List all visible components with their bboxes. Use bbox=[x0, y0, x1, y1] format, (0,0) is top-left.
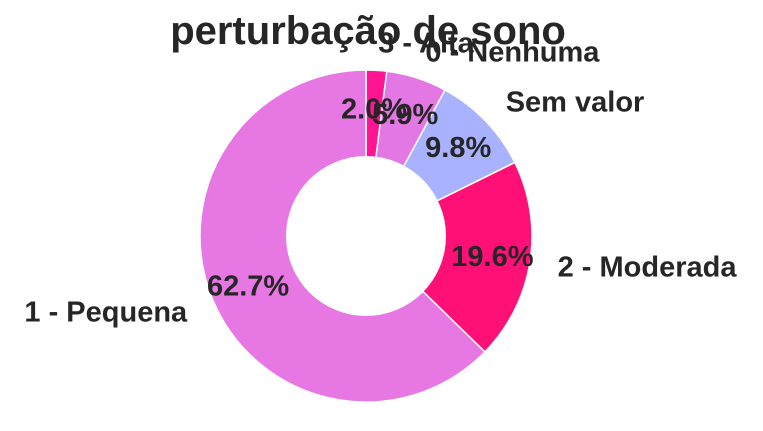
pct-label-4: 62.7% bbox=[207, 271, 289, 303]
pct-label-1: 5.9% bbox=[372, 99, 438, 131]
category-label-0: 3 - Alta bbox=[378, 27, 474, 59]
category-label-4: 1 - Pequena bbox=[24, 296, 188, 328]
pct-label-3: 19.6% bbox=[451, 241, 533, 273]
pct-label-0: 2.0% bbox=[341, 93, 407, 125]
donut-hole bbox=[286, 156, 446, 316]
category-label-1: 0 - Nenhuma bbox=[425, 36, 600, 68]
pct-label-2: 9.8% bbox=[425, 132, 491, 164]
chart-title: perturbação de sono bbox=[170, 9, 566, 53]
slice-3 bbox=[364, 161, 533, 353]
category-label-3: 2 - Moderada bbox=[558, 251, 738, 283]
category-label-2: Sem valor bbox=[506, 86, 645, 118]
